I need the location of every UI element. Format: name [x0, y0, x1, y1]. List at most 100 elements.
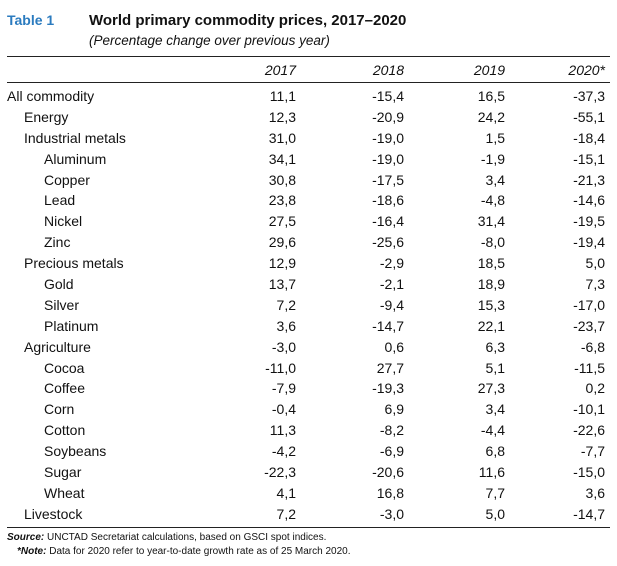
value-cell: 3,6 [585, 484, 605, 501]
value-cell: -22,6 [573, 422, 605, 439]
value-cell: -4,2 [271, 443, 296, 460]
value-cell: -21,3 [573, 171, 605, 188]
row-label: Platinum [44, 317, 99, 334]
table-row: Energy 12,3 -20,9 24,2 -55,1 [0, 107, 617, 128]
table-row: Corn -0,4 6,9 3,4 -10,1 [0, 399, 617, 420]
source-label: Source: [7, 532, 45, 543]
value-cell: 31,4 [477, 213, 505, 230]
value-cell: -15,1 [573, 150, 605, 167]
value-cell: -23,7 [573, 317, 605, 334]
table-row: Coffee -7,9 -19,3 27,3 0,2 [0, 378, 617, 399]
value-cell: -8,0 [480, 234, 505, 251]
table-row: Soybeans -4,2 -6,9 6,8 -7,7 [0, 441, 617, 462]
value-cell: -19,0 [372, 150, 404, 167]
table-row: Cocoa -11,0 27,7 5,1 -11,5 [0, 358, 617, 379]
table-row: Precious metals 12,9 -2,9 18,5 5,0 [0, 253, 617, 274]
note-label: *Note: [17, 546, 47, 557]
row-label: Cocoa [44, 359, 85, 376]
table-number-label: Table 1 [7, 12, 55, 28]
value-cell: 27,7 [376, 359, 404, 376]
row-label: Wheat [44, 484, 85, 501]
value-cell: 15,3 [477, 296, 505, 313]
value-cell: 3,6 [276, 317, 296, 334]
value-cell: 18,9 [477, 276, 505, 293]
value-cell: -18,6 [372, 192, 404, 209]
row-label: Corn [44, 401, 75, 418]
value-cell: 7,2 [276, 505, 296, 522]
value-cell: 16,8 [376, 484, 404, 501]
row-label: Agriculture [24, 338, 91, 355]
value-cell: 6,8 [485, 443, 505, 460]
table-footer: Source: UNCTAD Secretariat calculations,… [7, 531, 351, 559]
value-cell: -11,0 [265, 359, 296, 376]
value-cell: -0,4 [271, 401, 296, 418]
table-subtitle: (Percentage change over previous year) [89, 33, 330, 48]
value-cell: 29,6 [268, 234, 296, 251]
table-row: All commodity 11,1 -15,4 16,5 -37,3 [0, 86, 617, 107]
value-cell: 18,5 [477, 255, 505, 272]
row-label: Nickel [44, 213, 83, 230]
value-cell: -19,0 [372, 129, 404, 146]
value-cell: 16,5 [477, 88, 505, 104]
value-cell: -37,3 [573, 88, 605, 104]
value-cell: 7,7 [485, 484, 505, 501]
table-row: Nickel 27,5 -16,4 31,4 -19,5 [0, 211, 617, 232]
value-cell: 27,5 [268, 213, 296, 230]
value-cell: 12,9 [268, 255, 296, 272]
table-row: Copper 30,8 -17,5 3,4 -21,3 [0, 170, 617, 191]
value-cell: -8,2 [379, 422, 404, 439]
table-row: Livestock 7,2 -3,0 5,0 -14,7 [0, 504, 617, 525]
value-cell: -17,5 [372, 171, 404, 188]
column-header-2019: 2019 [473, 62, 505, 78]
value-cell: 0,2 [585, 380, 605, 397]
note-text: Data for 2020 refer to year-to-date grow… [46, 546, 351, 557]
value-cell: -18,4 [573, 129, 605, 146]
value-cell: 3,4 [485, 401, 505, 418]
value-cell: -7,7 [580, 443, 605, 460]
value-cell: 0,6 [384, 338, 404, 355]
row-label: Soybeans [44, 443, 107, 460]
value-cell: -16,4 [372, 213, 404, 230]
value-cell: -19,3 [372, 380, 404, 397]
top-rule [7, 56, 610, 57]
table-body: All commodity 11,1 -15,4 16,5 -37,3 Energy 12,… [0, 86, 617, 525]
value-cell: -4,8 [480, 192, 505, 209]
value-cell: -15,4 [372, 88, 404, 104]
column-header-2017: 2017 [264, 62, 296, 78]
value-cell: -6,8 [580, 338, 605, 355]
value-cell: -1,9 [480, 150, 505, 167]
row-label: Lead [44, 192, 76, 209]
table-row: Industrial metals 31,0 -19,0 1,5 -18,4 [0, 128, 617, 149]
value-cell: 5,0 [485, 505, 505, 522]
value-cell: 11,6 [478, 464, 505, 481]
row-label: Silver [44, 296, 80, 313]
row-label: Coffee [44, 380, 85, 397]
row-label: Copper [44, 171, 90, 188]
bottom-rule [7, 527, 610, 528]
value-cell: 13,7 [268, 276, 296, 293]
value-cell: 30,8 [268, 171, 296, 188]
value-cell: 4,1 [276, 484, 296, 501]
note-line: *Note: Data for 2020 refer to year-to-da… [7, 545, 351, 559]
value-cell: -11,5 [574, 359, 605, 376]
value-cell: -4,4 [480, 422, 505, 439]
table-row: Lead 23,8 -18,6 -4,8 -14,6 [0, 190, 617, 211]
value-cell: -3,0 [379, 505, 404, 522]
value-cell: 7,3 [585, 276, 605, 293]
row-label: Energy [24, 108, 69, 125]
value-cell: -22,3 [264, 464, 296, 481]
value-cell: -14,6 [573, 192, 605, 209]
value-cell: 34,1 [268, 150, 296, 167]
value-cell: 6,3 [485, 338, 505, 355]
value-cell: -19,4 [573, 234, 605, 251]
table-row: Wheat 4,1 16,8 7,7 3,6 [0, 483, 617, 504]
table-row: Aluminum 34,1 -19,0 -1,9 -15,1 [0, 149, 617, 170]
value-cell: -20,9 [372, 108, 404, 125]
value-cell: -15,0 [573, 464, 605, 481]
source-text: UNCTAD Secretariat calculations, based o… [44, 532, 327, 543]
value-cell: 23,8 [268, 192, 296, 209]
table-row: Platinum 3,6 -14,7 22,1 -23,7 [0, 316, 617, 337]
row-label: All commodity [7, 88, 95, 104]
value-cell: -25,6 [372, 234, 404, 251]
value-cell: -55,1 [573, 108, 605, 125]
